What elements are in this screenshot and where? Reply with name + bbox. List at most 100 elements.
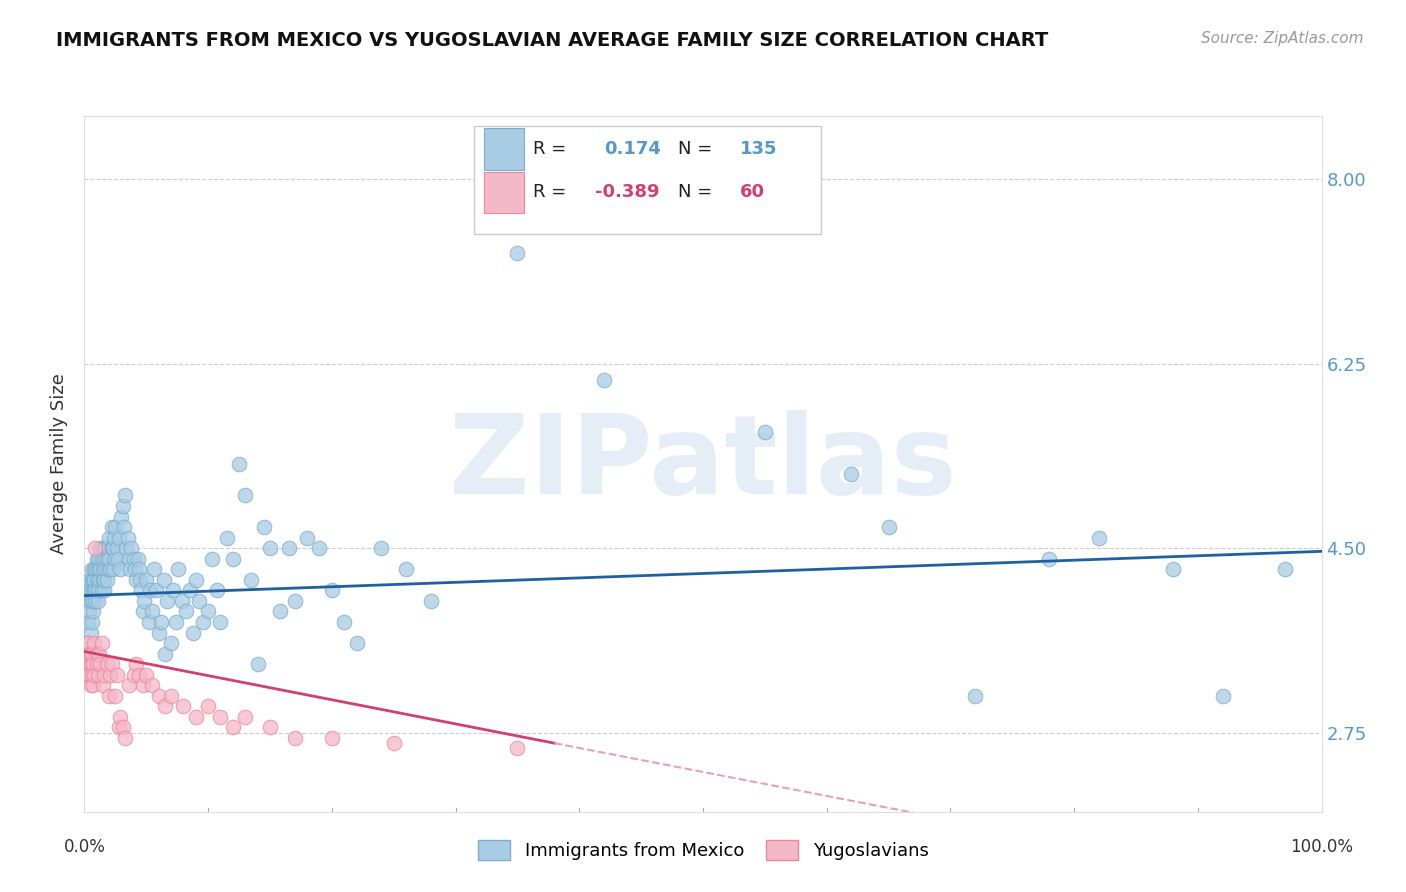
Point [97, 541, 120, 556]
Point [100, 520, 122, 534]
Point [108, 720, 131, 734]
Point [79, 667, 101, 681]
Point [77, 647, 100, 661]
Point [152, 573, 174, 587]
Point [841, 467, 863, 482]
Point [87, 594, 110, 608]
Point [89, 583, 111, 598]
Point [101, 541, 124, 556]
Text: 135: 135 [740, 140, 778, 159]
Point [80, 562, 103, 576]
Point [284, 731, 307, 745]
Point [148, 689, 170, 703]
Point [222, 720, 245, 734]
Point [77, 636, 100, 650]
Point [253, 520, 276, 534]
Point [145, 583, 167, 598]
Point [117, 531, 139, 545]
Point [90, 551, 112, 566]
Point [308, 541, 330, 556]
Point [86, 583, 108, 598]
Point [295, 531, 318, 545]
Point [1161, 562, 1184, 576]
Point [77, 615, 100, 629]
Legend: Immigrants from Mexico, Yugoslavians: Immigrants from Mexico, Yugoslavians [468, 830, 938, 869]
Point [593, 372, 616, 386]
Point [103, 531, 125, 545]
Point [98, 531, 121, 545]
Point [82, 678, 104, 692]
Point [91, 573, 114, 587]
Point [110, 562, 132, 576]
Point [96, 657, 118, 672]
Point [153, 647, 176, 661]
Point [233, 488, 256, 502]
Point [89, 647, 111, 661]
Point [93, 667, 115, 681]
Point [79, 594, 101, 608]
Point [197, 699, 219, 714]
Point [104, 689, 127, 703]
Point [80, 615, 103, 629]
Point [104, 551, 127, 566]
Point [79, 657, 101, 672]
Point [91, 678, 114, 692]
Point [754, 425, 776, 440]
Point [96, 551, 118, 566]
FancyBboxPatch shape [474, 127, 821, 235]
Point [100, 657, 122, 672]
Point [284, 594, 307, 608]
Point [91, 562, 114, 576]
Point [87, 667, 110, 681]
Point [125, 657, 148, 672]
Point [80, 647, 103, 661]
Point [141, 678, 163, 692]
Point [98, 551, 121, 566]
Point [118, 551, 141, 566]
Point [79, 678, 101, 692]
Point [129, 583, 152, 598]
Point [139, 583, 162, 598]
Point [215, 531, 238, 545]
Point [165, 615, 187, 629]
Point [131, 604, 153, 618]
Point [129, 573, 152, 587]
Point [877, 520, 900, 534]
Point [107, 551, 129, 566]
Point [141, 604, 163, 618]
Point [131, 678, 153, 692]
Y-axis label: Average Family Size: Average Family Size [51, 374, 69, 554]
Point [115, 541, 138, 556]
Point [506, 741, 529, 756]
Point [89, 562, 111, 576]
Point [93, 583, 115, 598]
Point [79, 625, 101, 640]
Point [153, 699, 176, 714]
Point [83, 573, 105, 587]
Point [93, 551, 115, 566]
Point [160, 636, 183, 650]
Point [269, 604, 291, 618]
Point [419, 594, 441, 608]
Point [83, 562, 105, 576]
Point [75, 647, 97, 661]
Point [114, 488, 136, 502]
Point [89, 541, 111, 556]
Point [87, 573, 110, 587]
Point [83, 583, 105, 598]
Point [205, 583, 228, 598]
Point [346, 636, 368, 650]
Point [84, 541, 107, 556]
Point [77, 667, 100, 681]
Point [1212, 689, 1234, 703]
Point [122, 667, 145, 681]
Point [86, 573, 108, 587]
Point [150, 615, 173, 629]
Point [104, 520, 127, 534]
Point [90, 636, 112, 650]
Point [156, 594, 179, 608]
Text: 60: 60 [740, 184, 765, 202]
Point [172, 594, 194, 608]
Text: 100.0%: 100.0% [1291, 838, 1353, 856]
Point [124, 562, 146, 576]
